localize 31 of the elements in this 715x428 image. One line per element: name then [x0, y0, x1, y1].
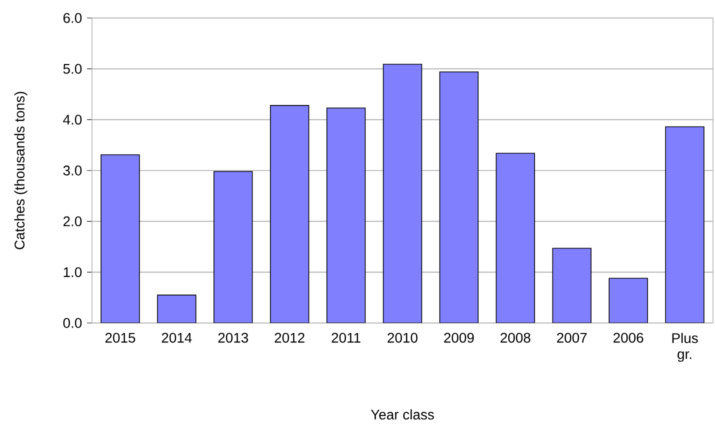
x-tick-label: 2006: [614, 332, 644, 343]
bar: [157, 295, 196, 323]
y-tick-label: 1.0: [64, 267, 82, 278]
x-tick-label: 2014: [162, 332, 192, 343]
bar: [552, 248, 592, 323]
x-tick-label: 2015: [105, 332, 136, 343]
bar: [383, 64, 422, 323]
x-tick-label: 2012: [274, 332, 304, 343]
x-tick-label: 2008: [500, 332, 530, 343]
y-tick-label: 6.0: [63, 13, 82, 23]
bar: [326, 108, 366, 323]
bar: [101, 154, 140, 323]
bar: [665, 126, 704, 323]
bar: [440, 72, 478, 323]
x-axis-title: Year class: [370, 409, 434, 420]
y-tick-label: 0.0: [63, 318, 82, 328]
y-tick-label: 4.0: [63, 114, 82, 125]
x-tick-label: 2013: [218, 332, 248, 343]
bar: [496, 153, 535, 323]
bar: [609, 278, 648, 323]
bar: [270, 105, 309, 323]
y-tick-label: 2.0: [63, 216, 82, 226]
bar: [214, 172, 252, 323]
y-tick-label: 5.0: [63, 64, 82, 74]
y-tick-label: 3.0: [63, 166, 82, 176]
x-tick-label: 2011: [332, 332, 360, 343]
x-tick-label: 2007: [557, 332, 587, 343]
y-axis-title: Catches (thousands tons): [14, 92, 28, 250]
x-tick-label: Plus gr.: [672, 332, 698, 362]
x-tick-label: 2010: [388, 332, 418, 343]
x-tick-label: 2009: [444, 332, 474, 343]
